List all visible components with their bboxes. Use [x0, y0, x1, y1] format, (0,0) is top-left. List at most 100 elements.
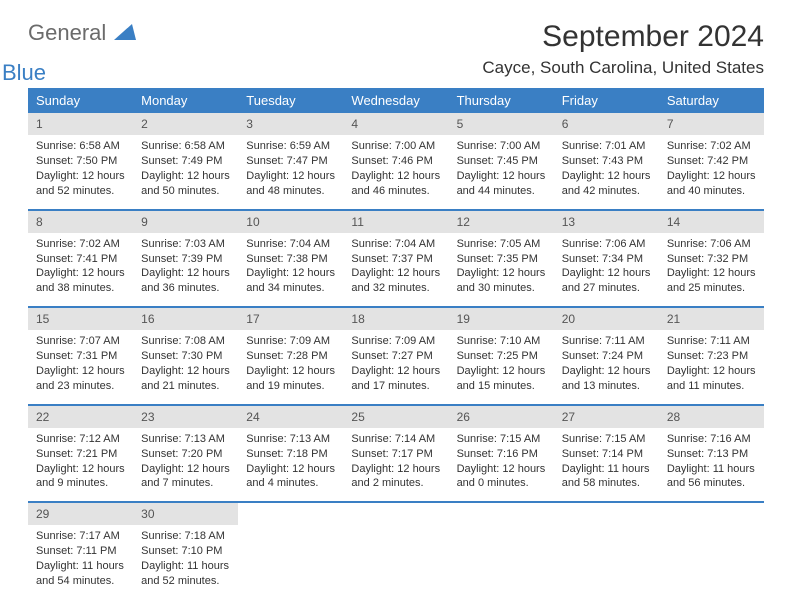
daylight-text: Daylight: 12 hours and 4 minutes. [246, 462, 335, 492]
sunrise-text: Sunrise: 7:04 AM [351, 237, 440, 252]
logo: General Blue [28, 20, 136, 72]
daylight-text: Daylight: 12 hours and 52 minutes. [36, 169, 125, 199]
daylight-text: Daylight: 11 hours and 52 minutes. [141, 559, 230, 589]
location-subtitle: Cayce, South Carolina, United States [482, 58, 764, 78]
calendar-week-row: 29Sunrise: 7:17 AMSunset: 7:11 PMDayligh… [28, 502, 764, 599]
calendar-week-row: 1Sunrise: 6:58 AMSunset: 7:50 PMDaylight… [28, 113, 764, 210]
day-details: Sunrise: 7:02 AMSunset: 7:41 PMDaylight:… [28, 233, 133, 306]
sunset-text: Sunset: 7:38 PM [246, 252, 335, 267]
sunrise-text: Sunrise: 6:58 AM [36, 139, 125, 154]
day-details: Sunrise: 7:13 AMSunset: 7:20 PMDaylight:… [133, 428, 238, 501]
page-header: General Blue September 2024 Cayce, South… [28, 20, 764, 78]
daylight-text: Daylight: 11 hours and 58 minutes. [562, 462, 651, 492]
calendar-day-cell: 9Sunrise: 7:03 AMSunset: 7:39 PMDaylight… [133, 210, 238, 308]
day-details: Sunrise: 7:01 AMSunset: 7:43 PMDaylight:… [554, 135, 659, 208]
sunset-text: Sunset: 7:31 PM [36, 349, 125, 364]
day-number: 24 [238, 406, 343, 428]
sunrise-text: Sunrise: 7:02 AM [667, 139, 756, 154]
calendar-day-cell: 6Sunrise: 7:01 AMSunset: 7:43 PMDaylight… [554, 113, 659, 210]
day-number: 8 [28, 211, 133, 233]
day-number: 5 [449, 113, 554, 135]
day-number: 6 [554, 113, 659, 135]
day-number: 19 [449, 308, 554, 330]
calendar-day-cell: 10 Sunrise: 7:04 AMSunset: 7:38 PMDayligh… [238, 210, 343, 308]
sunrise-text: Sunrise: 7:13 AM [246, 432, 335, 447]
calendar-day-cell: 21Sunrise: 7:11 AMSunset: 7:23 PMDayligh… [659, 307, 764, 405]
sunset-text: Sunset: 7:42 PM [667, 154, 756, 169]
day-number: 27 [554, 406, 659, 428]
sunrise-text: Sunrise: 7:13 AM [141, 432, 230, 447]
calendar-day-cell: 24 Sunrise: 7:13 AMSunset: 7:18 PMDayligh… [238, 405, 343, 503]
day-number: 10 [238, 211, 343, 233]
day-number: 7 [659, 113, 764, 135]
daylight-text: Daylight: 12 hours and 11 minutes. [667, 364, 756, 394]
calendar-day-cell: 22Sunrise: 7:12 AMSunset: 7:21 PMDayligh… [28, 405, 133, 503]
daylight-text: Daylight: 12 hours and 50 minutes. [141, 169, 230, 199]
day-number: 14 [659, 211, 764, 233]
day-number: 16 [133, 308, 238, 330]
day-details: Sunrise: 7:11 AMSunset: 7:24 PMDaylight:… [554, 330, 659, 403]
day-details: Sunrise: 7:14 AMSunset: 7:17 PMDaylight:… [343, 428, 448, 501]
daylight-text: Daylight: 12 hours and 38 minutes. [36, 266, 125, 296]
sunset-text: Sunset: 7:18 PM [246, 447, 335, 462]
title-block: September 2024 Cayce, South Carolina, Un… [482, 20, 764, 78]
day-number: 22 [28, 406, 133, 428]
daylight-text: Daylight: 12 hours and 0 minutes. [457, 462, 546, 492]
day-details: Sunrise: 7:17 AMSunset: 7:11 PMDaylight:… [28, 525, 133, 598]
weekday-header: Wednesday [343, 88, 448, 113]
weekday-header: Thursday [449, 88, 554, 113]
day-number: 11 [343, 211, 448, 233]
calendar-day-cell: 23Sunrise: 7:13 AMSunset: 7:20 PMDayligh… [133, 405, 238, 503]
calendar-day-cell: 18Sunrise: 7:09 AMSunset: 7:27 PMDayligh… [343, 307, 448, 405]
calendar-day-cell: 5Sunrise: 7:00 AMSunset: 7:45 PMDaylight… [449, 113, 554, 210]
day-details: Sunrise: 7:15 AMSunset: 7:16 PMDaylight:… [449, 428, 554, 501]
calendar-day-cell: 11Sunrise: 7:04 AMSunset: 7:37 PMDayligh… [343, 210, 448, 308]
daylight-text: Daylight: 11 hours and 56 minutes. [667, 462, 756, 492]
daylight-text: Daylight: 12 hours and 42 minutes. [562, 169, 651, 199]
daylight-text: Daylight: 12 hours and 34 minutes. [246, 266, 335, 296]
calendar-day-cell: 8Sunrise: 7:02 AMSunset: 7:41 PMDaylight… [28, 210, 133, 308]
day-number: 18 [343, 308, 448, 330]
daylight-text: Daylight: 12 hours and 40 minutes. [667, 169, 756, 199]
sunrise-text: Sunrise: 7:10 AM [457, 334, 546, 349]
calendar-day-cell: 4Sunrise: 7:00 AMSunset: 7:46 PMDaylight… [343, 113, 448, 210]
daylight-text: Daylight: 12 hours and 48 minutes. [246, 169, 335, 199]
day-details: Sunrise: 7:11 AMSunset: 7:23 PMDaylight:… [659, 330, 764, 403]
calendar-day-cell: 19Sunrise: 7:10 AMSunset: 7:25 PMDayligh… [449, 307, 554, 405]
weekday-header: Saturday [659, 88, 764, 113]
day-number: 26 [449, 406, 554, 428]
sunset-text: Sunset: 7:11 PM [36, 544, 125, 559]
sunset-text: Sunset: 7:21 PM [36, 447, 125, 462]
weekday-header: Sunday [28, 88, 133, 113]
sunset-text: Sunset: 7:34 PM [562, 252, 651, 267]
sunrise-text: Sunrise: 7:07 AM [36, 334, 125, 349]
calendar-week-row: 8Sunrise: 7:02 AMSunset: 7:41 PMDaylight… [28, 210, 764, 308]
sunrise-text: Sunrise: 6:59 AM [246, 139, 335, 154]
day-number: 21 [659, 308, 764, 330]
calendar-day-cell: 28Sunrise: 7:16 AMSunset: 7:13 PMDayligh… [659, 405, 764, 503]
sunrise-text: Sunrise: 7:08 AM [141, 334, 230, 349]
calendar-week-row: 15Sunrise: 7:07 AMSunset: 7:31 PMDayligh… [28, 307, 764, 405]
sunset-text: Sunset: 7:23 PM [667, 349, 756, 364]
sunset-text: Sunset: 7:47 PM [246, 154, 335, 169]
calendar-day-cell: 3Sunrise: 6:59 AMSunset: 7:47 PMDaylight… [238, 113, 343, 210]
weekday-header: Friday [554, 88, 659, 113]
sunrise-text: Sunrise: 7:04 AM [246, 237, 335, 252]
sunrise-text: Sunrise: 7:11 AM [667, 334, 756, 349]
calendar-day-cell: 30Sunrise: 7:18 AMSunset: 7:10 PMDayligh… [133, 502, 238, 599]
sunset-text: Sunset: 7:14 PM [562, 447, 651, 462]
logo-text-blue: Blue [2, 60, 110, 86]
calendar-empty-cell [554, 502, 659, 599]
month-title: September 2024 [482, 20, 764, 54]
sunrise-text: Sunrise: 7:01 AM [562, 139, 651, 154]
sunset-text: Sunset: 7:28 PM [246, 349, 335, 364]
day-details: Sunrise: 7:03 AMSunset: 7:39 PMDaylight:… [133, 233, 238, 306]
day-details: Sunrise: 7:10 AMSunset: 7:25 PMDaylight:… [449, 330, 554, 403]
sunrise-text: Sunrise: 7:00 AM [457, 139, 546, 154]
day-number: 25 [343, 406, 448, 428]
calendar-day-cell: 15Sunrise: 7:07 AMSunset: 7:31 PMDayligh… [28, 307, 133, 405]
daylight-text: Daylight: 12 hours and 44 minutes. [457, 169, 546, 199]
day-details: Sunrise: 7:16 AMSunset: 7:13 PMDaylight:… [659, 428, 764, 501]
sunrise-text: Sunrise: 7:00 AM [351, 139, 440, 154]
day-details: Sunrise: 6:59 AMSunset: 7:47 PMDaylight:… [238, 135, 343, 208]
